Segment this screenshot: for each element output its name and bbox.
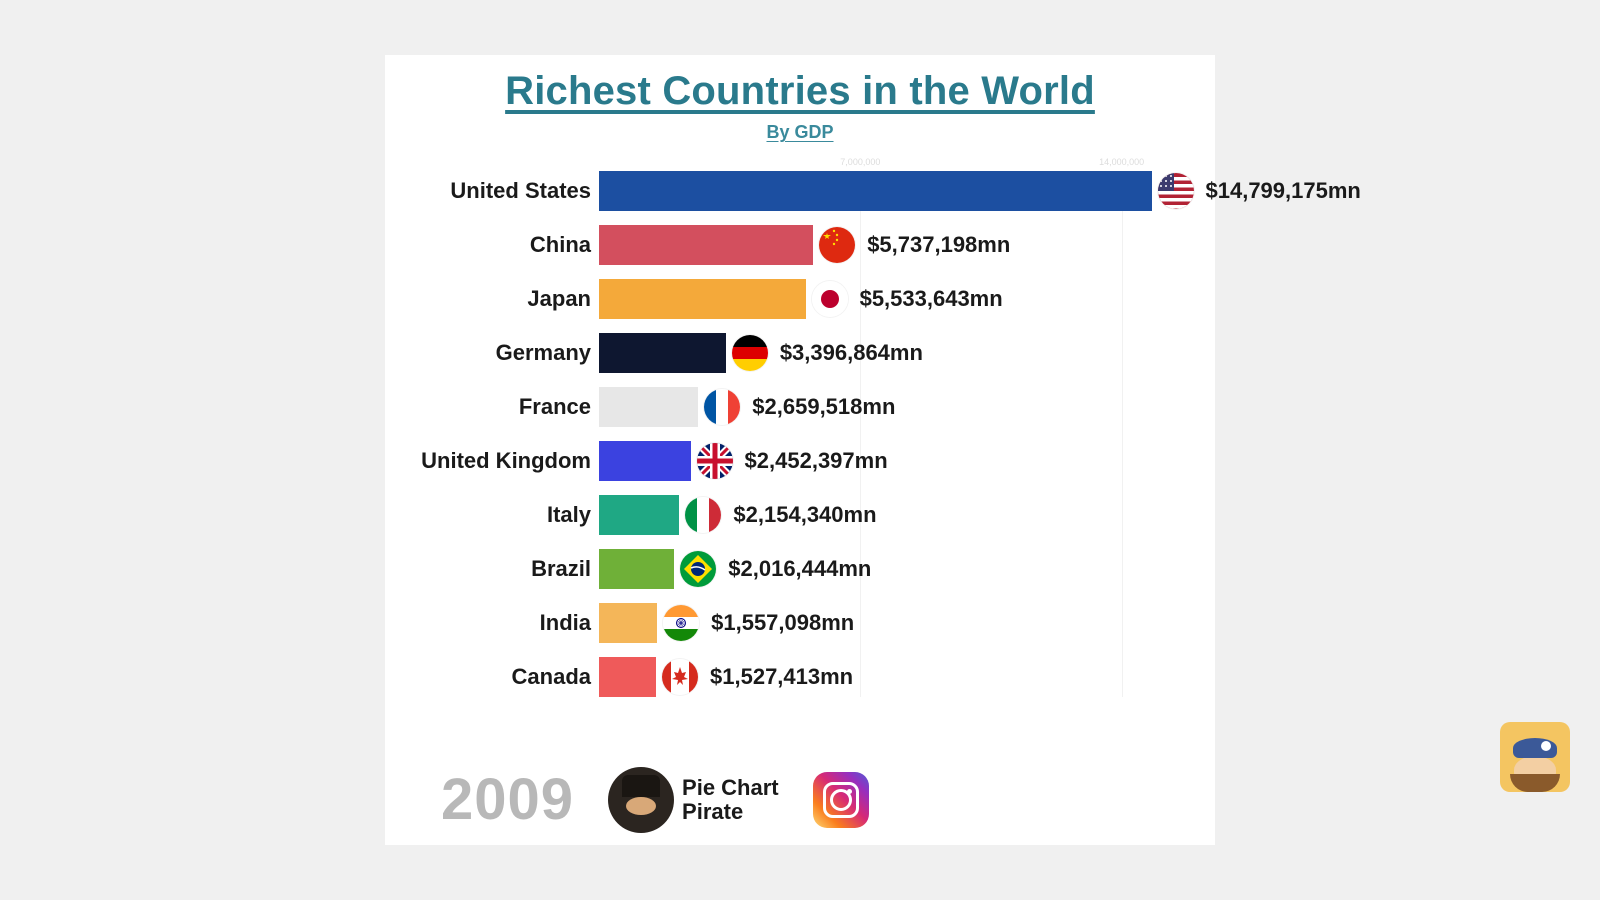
country-label: China (413, 232, 599, 258)
brand-line2: Pirate (682, 800, 779, 823)
bar-row: United Kingdom $2,452,397mn (413, 441, 1187, 481)
value-label: $5,533,643mn (860, 286, 1003, 312)
bar-row: Germany $3,396,864mn (413, 333, 1187, 373)
bar-row: China $5,737,198mn (413, 225, 1187, 265)
bar-wrap: $1,557,098mn (599, 603, 1187, 643)
bar (599, 171, 1152, 211)
brand-line1: Pie Chart (682, 776, 779, 799)
year-label: 2009 (441, 766, 574, 833)
country-label: Canada (413, 664, 599, 690)
corner-pirate-badge (1500, 722, 1570, 792)
bar-row: Brazil $2,016,444mn (413, 549, 1187, 589)
value-label: $14,799,175mn (1206, 178, 1361, 204)
jp-flag-icon (812, 281, 848, 317)
bar-wrap: $14,799,175mn (599, 171, 1361, 211)
footer: 2009 Pie Chart Pirate (441, 766, 1271, 833)
value-label: $2,659,518mn (752, 394, 895, 420)
country-label: France (413, 394, 599, 420)
axis-tick-label: 7,000,000 (840, 157, 880, 167)
bar-wrap: $5,737,198mn (599, 225, 1187, 265)
value-label: $1,557,098mn (711, 610, 854, 636)
country-label: India (413, 610, 599, 636)
bar (599, 549, 674, 589)
in-flag-icon (663, 605, 699, 641)
cn-flag-icon (819, 227, 855, 263)
country-label: Japan (413, 286, 599, 312)
fr-flag-icon (704, 389, 740, 425)
it-flag-icon (685, 497, 721, 533)
country-label: Brazil (413, 556, 599, 582)
bar-row: France $2,659,518mn (413, 387, 1187, 427)
bar-row: Italy $2,154,340mn (413, 495, 1187, 535)
value-label: $3,396,864mn (780, 340, 923, 366)
chart-card: Richest Countries in the World By GDP 7,… (385, 55, 1215, 845)
bar (599, 657, 656, 697)
instagram-icon (813, 772, 869, 828)
chart-subtitle: By GDP (413, 122, 1187, 143)
bar-row: United States $14,799,175mn (413, 171, 1187, 211)
de-flag-icon (732, 335, 768, 371)
value-label: $2,154,340mn (733, 502, 876, 528)
bar-row: India $1,557,098mn (413, 603, 1187, 643)
bar-wrap: $3,396,864mn (599, 333, 1187, 373)
value-label: $2,016,444mn (728, 556, 871, 582)
bar (599, 441, 691, 481)
value-label: $1,527,413mn (710, 664, 853, 690)
br-flag-icon (680, 551, 716, 587)
us-flag-icon (1158, 173, 1194, 209)
bar-row: Japan $5,533,643mn (413, 279, 1187, 319)
country-label: United States (413, 178, 599, 204)
bar-chart: 7,000,000 14,000,000 United States $14,79… (413, 157, 1187, 697)
bar-wrap: $1,527,413mn (599, 657, 1187, 697)
bar-wrap: $2,659,518mn (599, 387, 1187, 427)
gb-flag-icon (697, 443, 733, 479)
chart-title: Richest Countries in the World (413, 69, 1187, 114)
bar (599, 495, 679, 535)
value-label: $5,737,198mn (867, 232, 1010, 258)
ca-flag-icon (662, 659, 698, 695)
brand: Pie Chart Pirate (608, 767, 779, 833)
axis-tick-label: 14,000,000 (1099, 157, 1144, 167)
pirate-avatar-icon (608, 767, 674, 833)
bar-wrap: $2,154,340mn (599, 495, 1187, 535)
x-axis: 7,000,000 14,000,000 (413, 157, 1187, 171)
country-label: Germany (413, 340, 599, 366)
bar (599, 603, 657, 643)
value-label: $2,452,397mn (745, 448, 888, 474)
country-label: United Kingdom (413, 448, 599, 474)
bar-wrap: $2,016,444mn (599, 549, 1187, 589)
bar-row: Canada $1,527,413mn (413, 657, 1187, 697)
brand-text: Pie Chart Pirate (682, 776, 779, 822)
bar (599, 225, 813, 265)
bar-wrap: $5,533,643mn (599, 279, 1187, 319)
bar-rows: United States $14,799,175mn China $5,737,1… (413, 171, 1187, 697)
bar-wrap: $2,452,397mn (599, 441, 1187, 481)
country-label: Italy (413, 502, 599, 528)
bar (599, 333, 726, 373)
bar (599, 387, 698, 427)
bar (599, 279, 806, 319)
